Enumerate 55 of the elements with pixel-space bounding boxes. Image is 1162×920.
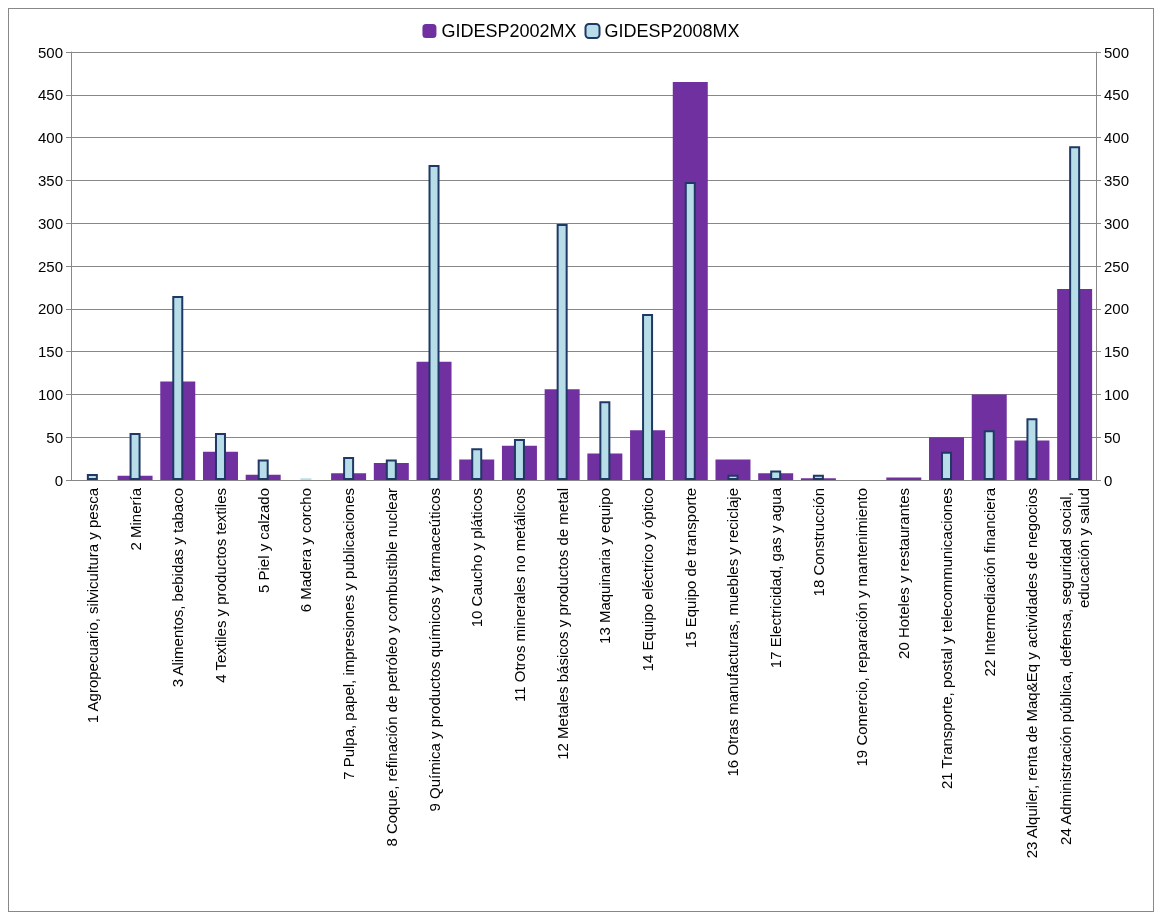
y2-tick-label: 200 [1104, 300, 1130, 318]
y-tick-label: 450 [37, 86, 63, 104]
y-tick-label: 150 [37, 343, 63, 361]
y-tick-label: 500 [37, 43, 63, 61]
x-tick-label: 13 Maquinaria y equipo [596, 488, 614, 644]
x-tick-label: 5 Piel y calzado [254, 488, 272, 594]
x-tick-label: 24 Administración pública, defensa, seguridad social, educación y salud [1057, 488, 1093, 845]
y2-tick-label: 100 [1104, 385, 1130, 403]
bar [727, 474, 739, 480]
x-tick-label: 15 Equipo de transporte [681, 488, 699, 649]
y2-tick-label: 0 [1104, 471, 1113, 489]
bar [941, 451, 953, 480]
y-tick-label: 300 [37, 214, 63, 232]
x-tick-label: 6 Madera y corcho [297, 488, 315, 613]
x-tick-label: 19 Comercio, reparación y mantenimiento [852, 488, 870, 767]
y-tick-label: 50 [46, 428, 63, 446]
x-tick-label: 22 Intermediación financiera [980, 487, 998, 677]
y-tick-label: 350 [37, 171, 63, 189]
y2-tick-label: 300 [1104, 214, 1130, 232]
x-tick-label: 17 Electricidad, gas y agua [767, 487, 785, 669]
y2-tick-label: 350 [1104, 171, 1130, 189]
x-tick-label: 11 Otros minerales no metálicos [510, 488, 528, 702]
y2-tick-label: 250 [1104, 257, 1130, 275]
y2-tick-label: 500 [1104, 43, 1130, 61]
bar [715, 459, 751, 480]
legend-label: GIDESP2002MX [441, 21, 577, 41]
y-tick-label: 250 [37, 257, 63, 275]
y2-tick-label: 450 [1104, 86, 1130, 104]
x-tick-label: 16 Otras manufacturas, muebles y reciclaje [724, 488, 742, 777]
x-tick-label: 18 Construcción [809, 488, 827, 597]
x-tick-label: 7 Pulpa, papel, impresiones y publicaciones [340, 488, 358, 780]
x-tick-label: 9 Química y productos químicos y farmaceúticos [425, 488, 443, 812]
y2-tick-label: 400 [1104, 129, 1130, 147]
y-tick-label: 200 [37, 300, 63, 318]
y2-tick-label: 50 [1104, 428, 1121, 446]
legend-label: GIDESP2008MX [604, 21, 740, 41]
x-tick-label: 20 Hoteles y restaurantes [895, 488, 913, 659]
bar [983, 430, 995, 480]
y-tick-label: 0 [54, 471, 63, 489]
bar [684, 182, 696, 480]
x-tick-label: 12 Metales básicos y productos de metal [553, 488, 571, 760]
bar [886, 477, 922, 480]
x-tick-label: 8 Coque, refinación de petróleo y combustible nuclear [382, 488, 400, 847]
x-tick-label: 10 Caucho y pláticos [468, 488, 486, 628]
x-tick-label: 2 Minería [126, 487, 144, 551]
x-tick-label: 14 Equipo eléctrico y óptico [639, 488, 657, 672]
bar [86, 474, 98, 480]
y-tick-label: 400 [37, 129, 63, 147]
x-tick-label: 4 Textiles y productos textiles [211, 488, 229, 683]
x-tick-label: 1 Agropecuario, silvicultura y pesca [83, 487, 101, 724]
x-tick-label: 23 Alquiler, renta de Maq&Eq y actividades de negocios [1023, 488, 1041, 859]
y2-tick-label: 150 [1104, 343, 1130, 361]
x-tick-label: 21 Transporte, postal y telecommunicaciones [938, 488, 956, 789]
y-tick-label: 100 [37, 385, 63, 403]
x-tick-label: 3 Alimentos, bebidas y tabaco [169, 488, 187, 688]
